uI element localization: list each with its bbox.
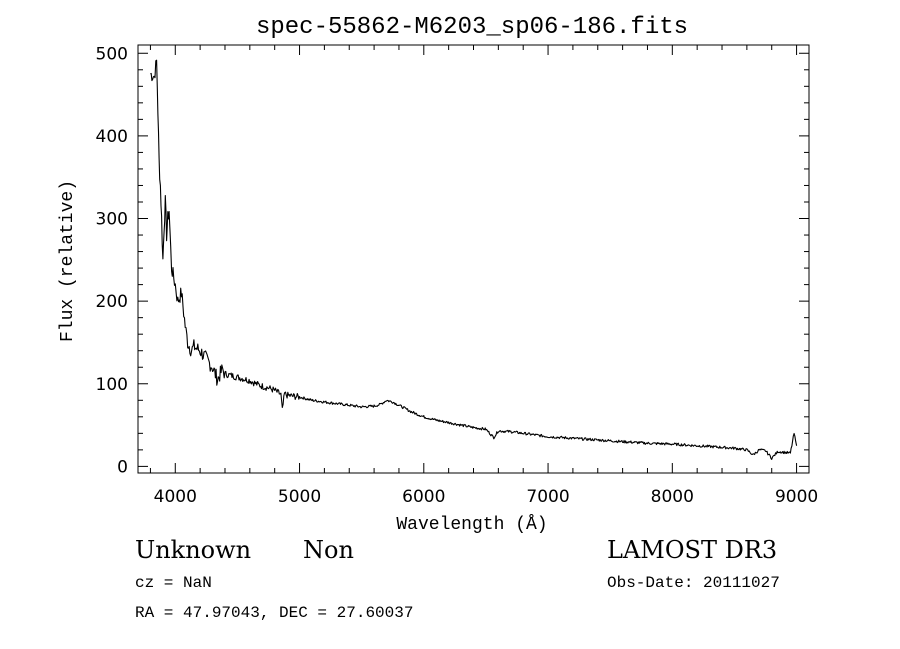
object-subclass: Non (303, 536, 354, 564)
spectrum-series-line (150, 59, 798, 460)
x-axis-label: Wavelength (Å) (396, 514, 547, 535)
y-tick-label: 500 (96, 44, 128, 64)
axis-tick-labels: 4000 5000 6000 7000 8000 9000 0 100 200 300 400 500 (96, 44, 819, 507)
observation-date: Obs-Date: 20111027 (607, 574, 780, 592)
x-tick-label: 7000 (526, 487, 569, 507)
chart-title: spec-55862-M6203_sp06-186.fits (256, 14, 688, 41)
ra-dec-coordinates: RA = 47.97043, DEC = 27.60037 (135, 604, 414, 622)
y-tick-label: 300 (96, 210, 128, 230)
y-tick-label: 0 (117, 457, 128, 477)
x-tick-label: 8000 (651, 487, 694, 507)
object-class: Unknown (135, 536, 252, 564)
y-tick-label: 200 (96, 292, 128, 312)
x-tick-label: 6000 (402, 487, 445, 507)
y-tick-label: 100 (96, 375, 128, 395)
plot-area-frame (137, 44, 810, 474)
x-tick-label: 9000 (775, 487, 818, 507)
x-tick-label: 4000 (154, 487, 197, 507)
y-tick-label: 400 (96, 127, 128, 147)
y-axis-label: Flux (relative) (58, 180, 78, 342)
axis-ticks (138, 45, 809, 473)
redshift-cz: cz = NaN (135, 574, 212, 592)
survey-name: LAMOST DR3 (607, 536, 778, 564)
x-tick-label: 5000 (278, 487, 321, 507)
